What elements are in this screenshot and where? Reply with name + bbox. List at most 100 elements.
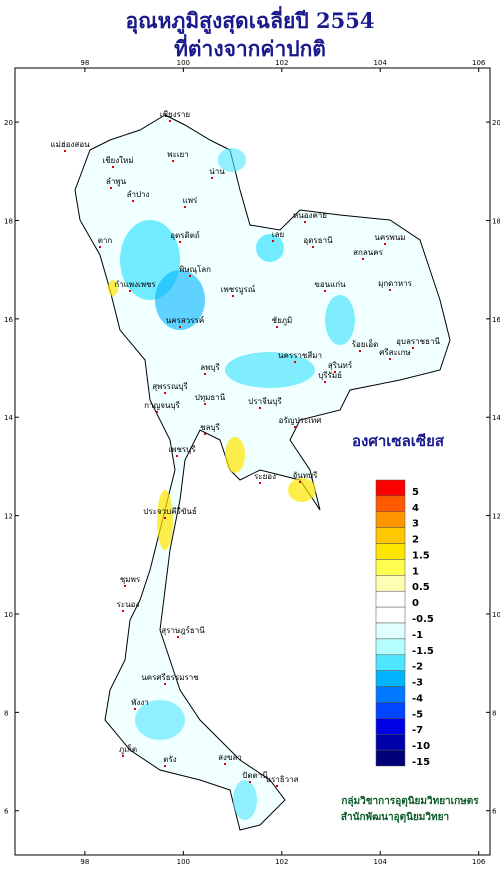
anomaly-area — [225, 437, 245, 473]
province-label: เชียงใหม่ — [102, 156, 133, 165]
province-label: เพชรบุรี — [168, 445, 196, 454]
station-marker — [122, 755, 124, 757]
province-label: ชลบุรี — [200, 423, 220, 432]
station-marker — [211, 177, 213, 179]
province-label: สุราษฎร์ธานี — [161, 625, 205, 635]
province-label: พังงา — [131, 698, 149, 707]
station-marker — [169, 120, 171, 122]
x-tick-label: 102 — [275, 858, 288, 866]
y-tick-label: 18 — [4, 217, 13, 225]
legend-label: -7 — [412, 725, 423, 736]
y-tick-label: 12 — [4, 513, 13, 521]
station-marker — [412, 347, 414, 349]
y-tick-label: 10 — [492, 611, 500, 619]
station-marker — [334, 371, 336, 373]
anomaly-area — [288, 478, 316, 502]
y-tick-label: 12 — [492, 513, 500, 521]
legend-swatch — [375, 622, 406, 640]
province-label: อุตรดิตถ์ — [170, 230, 200, 240]
legend-label: 1 — [412, 566, 419, 577]
station-marker — [156, 411, 158, 413]
anomaly-area — [218, 148, 246, 172]
station-marker — [204, 433, 206, 435]
legend-swatch — [375, 527, 406, 544]
province-label: ชัยภูมิ — [272, 316, 293, 326]
station-marker — [164, 517, 166, 519]
station-marker — [384, 243, 386, 245]
legend-swatch — [375, 479, 406, 497]
province-label: เพชรบูรณ์ — [221, 284, 256, 295]
x-tick-label: 102 — [275, 59, 288, 67]
station-marker — [299, 481, 301, 483]
station-marker — [110, 187, 112, 189]
station-marker — [272, 240, 274, 242]
province-label: บุรีรัมย์ — [318, 370, 342, 380]
province-label: ศรีสะเกษ — [379, 348, 410, 357]
y-tick-label: 20 — [492, 119, 500, 127]
station-marker — [179, 326, 181, 328]
legend-swatch — [375, 718, 406, 735]
station-marker — [294, 426, 296, 428]
station-marker — [389, 289, 391, 291]
legend-label: -3 — [412, 678, 423, 689]
province-label: ขอนแก่น — [314, 280, 346, 289]
station-marker — [232, 295, 234, 297]
province-label: พะเยา — [167, 150, 188, 159]
station-marker — [176, 455, 178, 457]
credit: สำนักพัฒนาอุตุนิยมวิทยา — [341, 811, 449, 823]
station-marker — [99, 246, 101, 248]
legend-title: องศาเซลเซียส — [352, 432, 445, 450]
anomaly-area — [155, 270, 205, 330]
station-marker — [122, 610, 124, 612]
province-label: นครพนม — [374, 233, 405, 242]
y-tick-label: 10 — [4, 611, 13, 619]
station-marker — [249, 781, 251, 783]
province-label: สงขลา — [218, 753, 242, 762]
legend-swatch — [375, 638, 406, 656]
station-marker — [112, 166, 114, 168]
province-label: สกลนคร — [353, 248, 383, 257]
station-marker — [324, 290, 326, 292]
station-marker — [359, 350, 361, 352]
legend-label: -4 — [412, 693, 423, 704]
legend-swatch — [375, 575, 406, 592]
station-marker — [164, 683, 166, 685]
station-marker — [134, 708, 136, 710]
y-tick-label: 14 — [4, 414, 13, 422]
y-tick-label: 8 — [492, 709, 496, 717]
province-label: กำแพงเพชร — [114, 280, 156, 289]
x-tick-label: 104 — [374, 59, 388, 67]
y-tick-label: 16 — [4, 316, 13, 324]
station-marker — [184, 206, 186, 208]
province-label: แม่ฮ่องสอน — [50, 140, 90, 149]
legend-swatch — [375, 686, 406, 703]
legend-label: 0.5 — [412, 582, 430, 593]
province-label: พิษณุโลก — [179, 264, 211, 274]
x-tick-label: 104 — [374, 858, 388, 866]
y-tick-label: 16 — [492, 316, 500, 324]
station-marker — [276, 326, 278, 328]
anomaly-area — [157, 490, 173, 550]
y-tick-label: 14 — [492, 414, 500, 422]
subtitle: ที่ต่างจากค่าปกติ — [174, 33, 326, 61]
province-label: สุพรรณบุรี — [152, 382, 188, 391]
station-marker — [129, 290, 131, 292]
legend-swatch — [375, 702, 406, 719]
province-label: หนองคาย — [293, 211, 327, 220]
title: อุณหภูมิสูงสุดเฉลี่ยปี 2554 — [126, 5, 375, 35]
province-label: อุบลราชธานี — [396, 337, 440, 346]
legend-label: -2 — [412, 662, 423, 673]
legend-label: -5 — [412, 709, 423, 720]
province-label: ภูเก็ต — [119, 744, 137, 755]
province-label: ลำพูน — [106, 177, 127, 187]
legend: องศาเซลเซียส 5 4 3 2 1.5 1 0.5 0 -0.5 -1 -1.5 -2 -3 -… — [352, 432, 445, 768]
station-marker — [259, 482, 261, 484]
province-label: ปทุมธานี — [195, 393, 226, 402]
station-marker — [224, 763, 226, 765]
province-label: ปัตตานี — [242, 771, 268, 780]
y-tick-label: 18 — [492, 217, 500, 225]
anomaly-area — [108, 280, 118, 296]
credit: กลุ่มวิชาการอุตุนิยมวิทยาเกษตร — [341, 795, 479, 807]
province-label: เลย — [272, 230, 284, 239]
